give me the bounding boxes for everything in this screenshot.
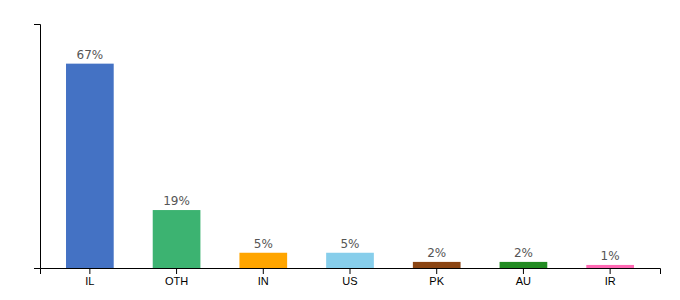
x-tick-mark (436, 268, 437, 274)
bars (66, 64, 634, 268)
chart: IL OTH IN US PK AU IR 67% 19% 5% 5% 2% 2% 1% (0, 0, 680, 300)
x-tick-mark (523, 268, 524, 274)
data-label: 5% (340, 237, 359, 251)
x-tick: US (342, 268, 357, 287)
x-tick-mark (263, 268, 264, 274)
x-tick-label: US (342, 275, 357, 287)
x-tick: AU (516, 268, 531, 287)
x-tick-label: IL (85, 275, 94, 287)
bar (500, 262, 548, 268)
bar (586, 265, 634, 268)
x-tick-label: OTH (165, 275, 188, 287)
x-tick-mark (610, 268, 611, 274)
bar (326, 253, 374, 268)
y-axis (34, 25, 41, 269)
bar (413, 262, 461, 268)
x-tick: PK (429, 268, 444, 287)
x-tick-mark (89, 268, 90, 274)
data-labels: 67% 19% 5% 5% 2% 2% 1% (77, 48, 620, 263)
bar (239, 253, 287, 268)
data-label: 67% (77, 48, 104, 62)
data-label: 2% (427, 246, 446, 260)
data-label: 19% (163, 194, 190, 208)
data-label: 2% (514, 246, 533, 260)
x-tick: IR (605, 268, 616, 287)
data-label: 1% (601, 249, 620, 263)
x-tick-label: AU (516, 275, 531, 287)
x-tick: OTH (165, 268, 188, 287)
y-axis-line (34, 25, 41, 269)
x-axis-line (41, 269, 661, 275)
bar (66, 64, 114, 268)
x-tick: IL (85, 268, 94, 287)
x-tick-mark (350, 268, 351, 274)
bar (153, 210, 201, 268)
x-tick-mark (176, 268, 177, 274)
x-tick: IN (258, 268, 269, 287)
plot: IL OTH IN US PK AU IR 67% 19% 5% 5% 2% 2% 1% (34, 25, 661, 287)
x-tick-label: PK (429, 275, 444, 287)
x-tick-label: IN (258, 275, 269, 287)
x-axis: IL OTH IN US PK AU IR (41, 268, 661, 287)
data-label: 5% (254, 237, 273, 251)
x-tick-label: IR (605, 275, 616, 287)
